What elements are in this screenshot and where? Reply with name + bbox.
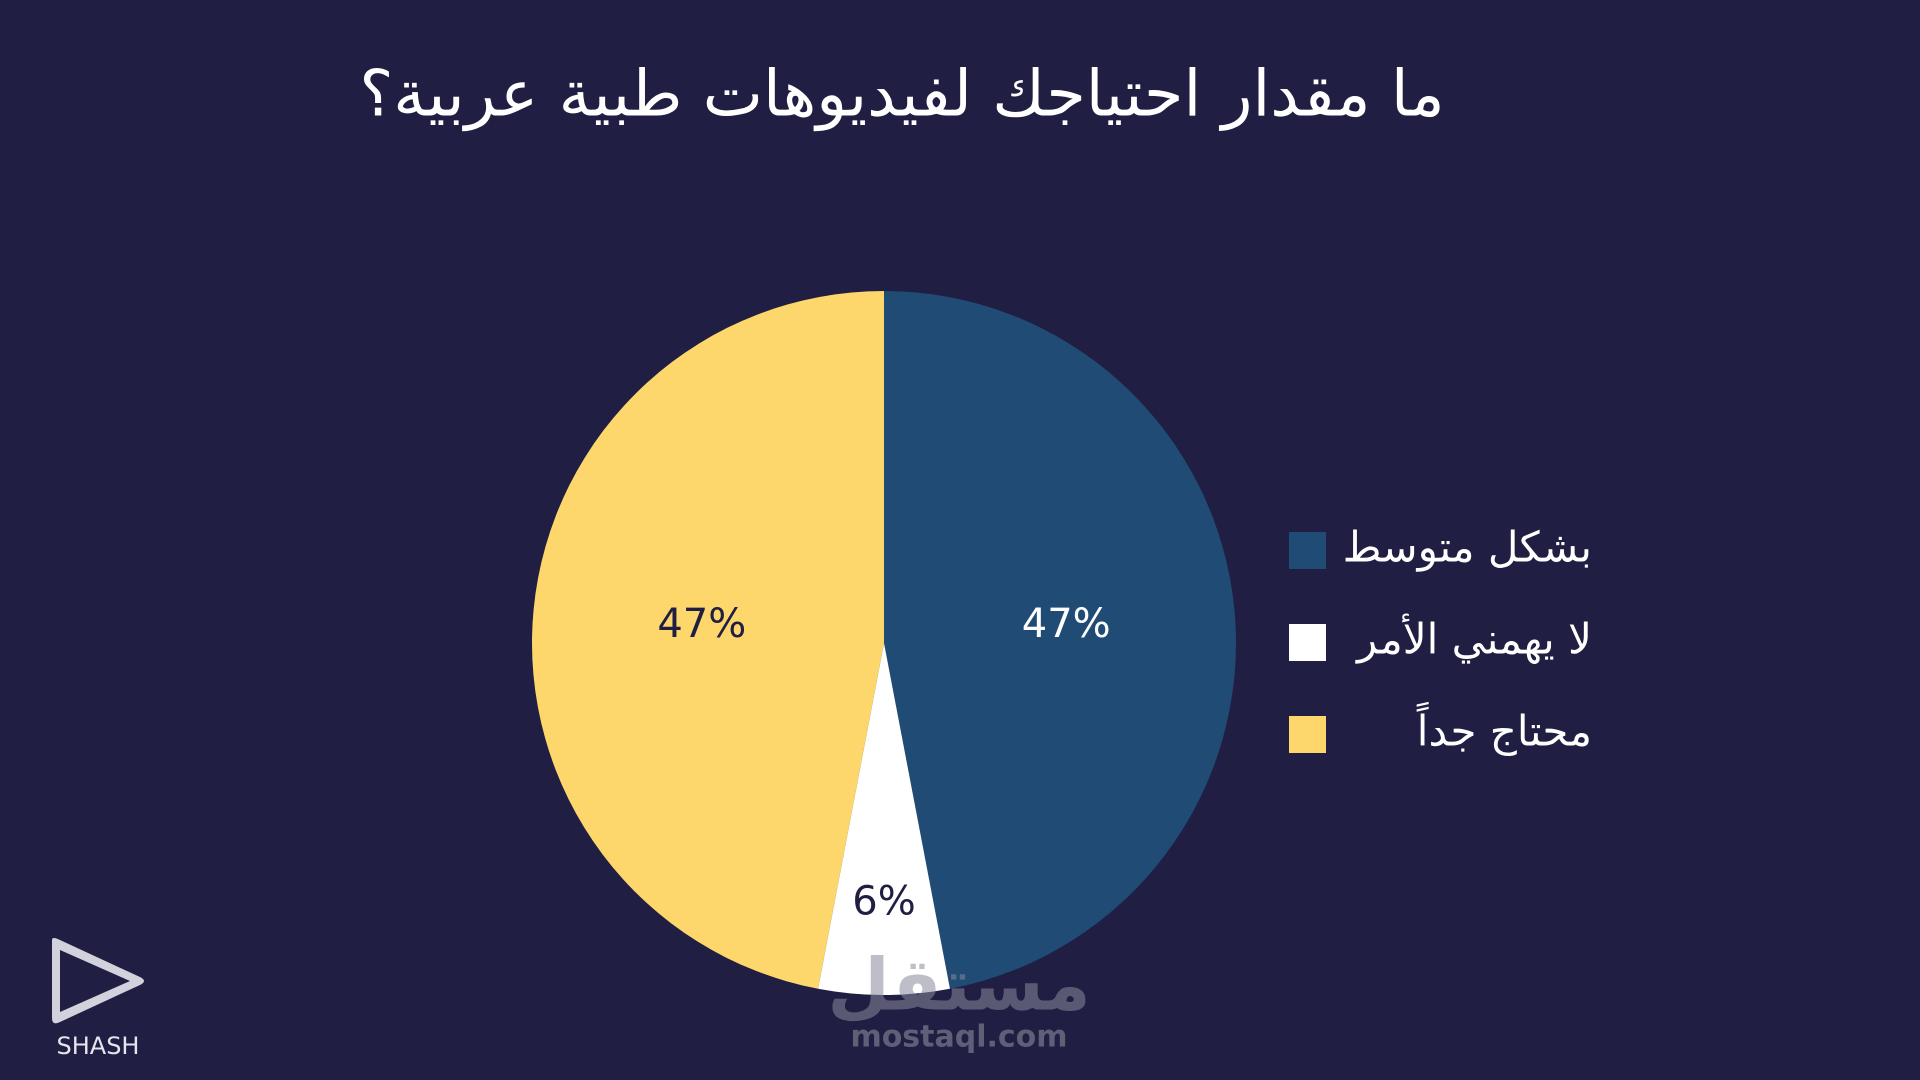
pie: 47% 6% 47%: [531, 291, 1237, 996]
legend-swatch: [1289, 624, 1326, 661]
legend-label: بشكل متوسط: [1343, 523, 1592, 572]
legend-swatch: [1289, 716, 1326, 753]
pie-slice: [884, 291, 1237, 989]
logo-text: SHASH: [57, 1032, 140, 1060]
data-label: 47%: [1022, 601, 1111, 647]
legend-label: محتاج جداً: [1416, 701, 1592, 755]
pie-slice: [818, 643, 950, 996]
chart-title: ما مقدار احتياجك لفيديوهات طبية عربية؟: [359, 58, 1444, 132]
watermark-url: mostaql.com: [850, 1020, 1067, 1055]
watermark: مستقل: [827, 943, 1090, 1027]
data-label: 6%: [852, 878, 915, 924]
legend-label: لا يهمني الأمر: [1355, 613, 1592, 665]
pie-slice: [531, 291, 884, 989]
logo-icon: [52, 938, 144, 1024]
legend: بشكل متوسط لا يهمني الأمر محتاج جداً: [1289, 523, 1592, 756]
legend-swatch: [1289, 532, 1326, 569]
data-label: 47%: [657, 601, 746, 647]
